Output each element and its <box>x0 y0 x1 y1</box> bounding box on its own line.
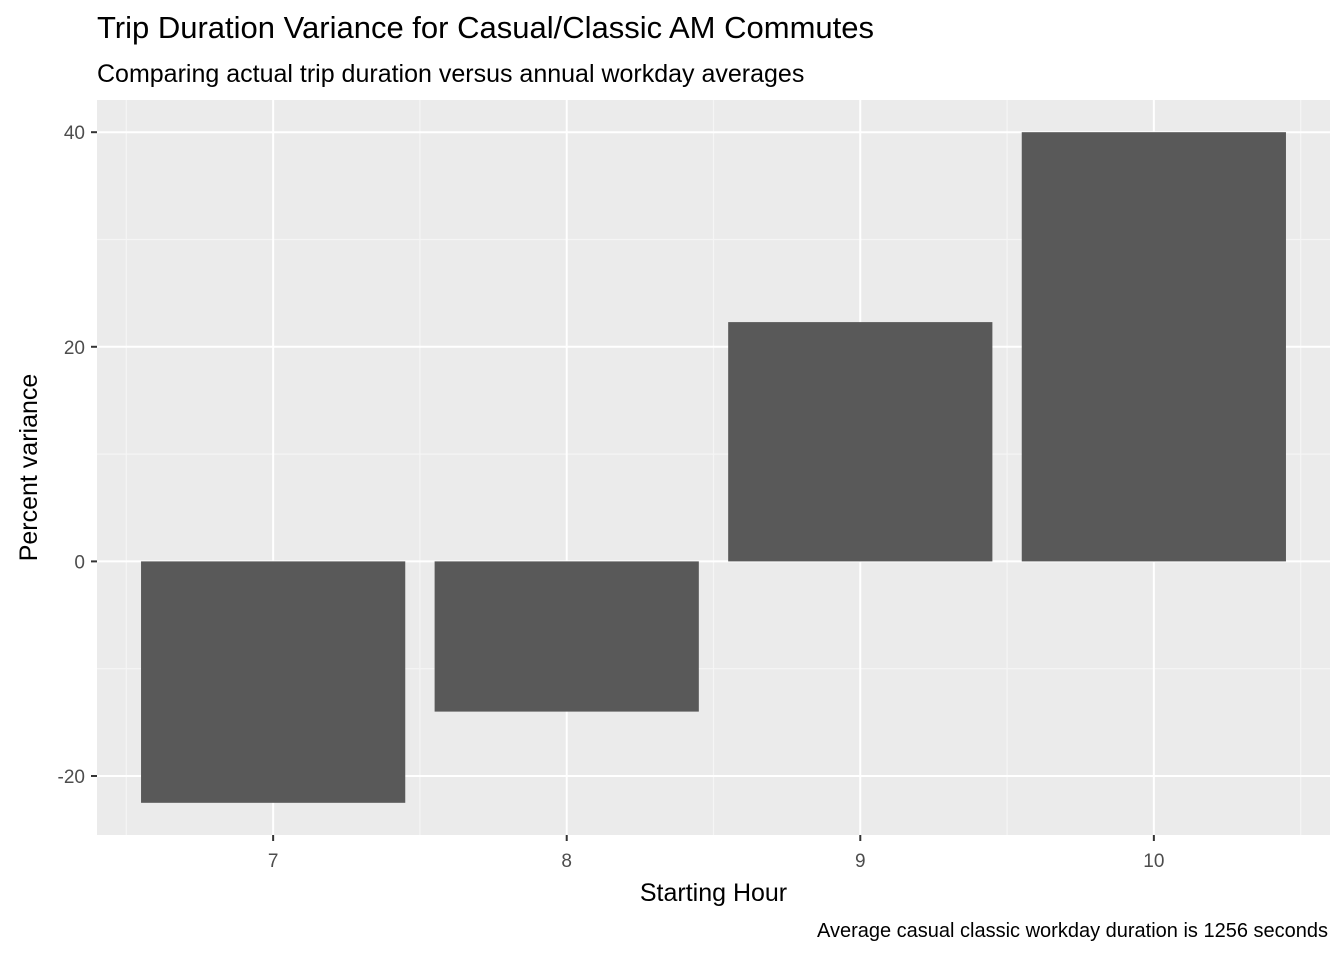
chart-subtitle: Comparing actual trip duration versus an… <box>97 60 805 88</box>
x-tick-label: 8 <box>561 851 572 872</box>
y-tick-label: -20 <box>58 767 85 788</box>
x-axis-title: Starting Hour <box>640 879 787 907</box>
bar-8 <box>434 561 699 712</box>
x-axis: 7 8 9 10 <box>268 835 1164 872</box>
bar-7 <box>141 561 406 803</box>
x-tick-label: 7 <box>268 851 279 872</box>
x-tick-label: 10 <box>1143 851 1164 872</box>
chart-title: Trip Duration Variance for Casual/Classi… <box>97 10 874 45</box>
x-tick-label: 9 <box>855 851 866 872</box>
y-axis-title: Percent variance <box>15 374 43 562</box>
y-tick-label: 0 <box>74 552 85 573</box>
bars <box>141 132 1286 803</box>
bar-10 <box>1021 132 1286 562</box>
chart-caption: Average casual classic workday duration … <box>816 920 1328 942</box>
y-tick-label: 40 <box>64 123 85 144</box>
bar-9 <box>728 322 993 562</box>
y-tick-label: 20 <box>64 338 85 359</box>
y-axis: -20 0 20 40 <box>58 123 97 788</box>
